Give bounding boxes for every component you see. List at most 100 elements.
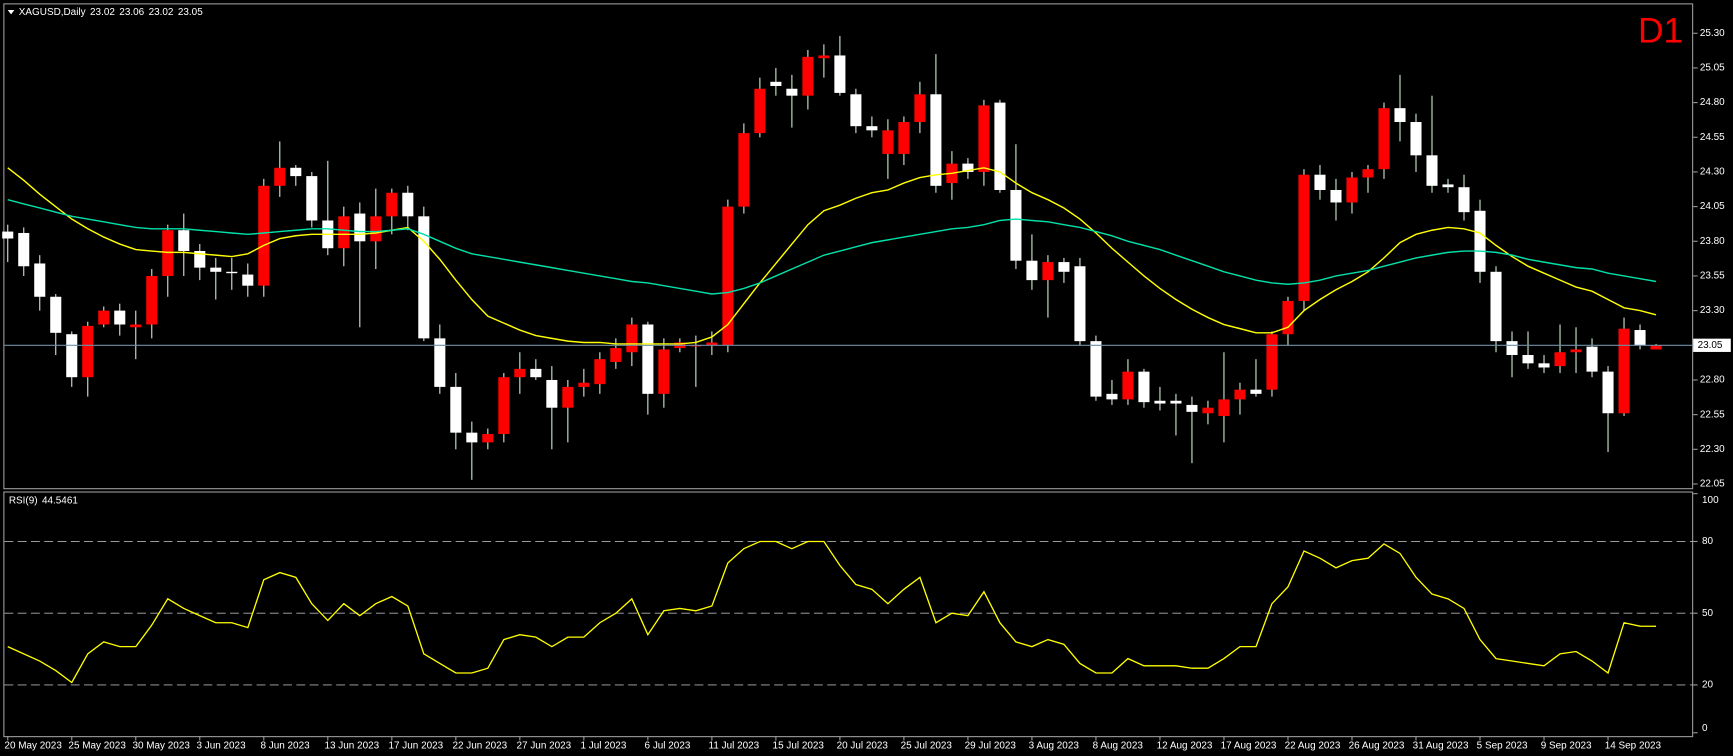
current-price-label: 23.05 [1698, 340, 1723, 351]
x-tick-label: 6 Jul 2023 [645, 741, 691, 752]
candle-body [562, 386, 574, 408]
candle-body [738, 133, 750, 207]
x-tick-label: 25 Jul 2023 [901, 741, 953, 752]
y-tick-label: 22.05 [1700, 479, 1725, 490]
candle-body [466, 432, 478, 443]
candle-body [930, 94, 942, 186]
header-high: 23.06 [119, 7, 144, 18]
candle-body [1330, 189, 1342, 203]
x-tick-label: 20 Jul 2023 [837, 741, 889, 752]
candle-body [1618, 328, 1630, 414]
y-tick-label: 22.80 [1700, 375, 1725, 386]
candle-body [498, 377, 510, 435]
candle-body [642, 324, 654, 394]
candle-body [898, 122, 910, 154]
candle-body [546, 379, 558, 408]
candle-body [850, 94, 862, 127]
candle-body [658, 349, 670, 394]
x-tick-label: 8 Jun 2023 [260, 741, 310, 752]
candle-body [114, 310, 126, 325]
x-tick-label: 12 Aug 2023 [1157, 741, 1213, 752]
candle-body [770, 81, 782, 86]
y-tick-label: 50 [1702, 608, 1714, 619]
y-tick-label: 24.05 [1700, 201, 1725, 212]
rsi-panel-frame [3, 491, 1694, 738]
y-tick-label: 100 [1702, 495, 1719, 506]
candle-body [210, 267, 222, 272]
candle-body [1506, 341, 1518, 356]
x-tick-label: 13 Jun 2023 [324, 741, 379, 752]
candle-body [1138, 371, 1150, 403]
candle-body [450, 386, 462, 433]
candle-body [226, 271, 238, 274]
rsi-label: RSI(9) [9, 495, 38, 506]
candle-body [514, 368, 526, 378]
candle-body [1170, 400, 1182, 404]
candle-body [386, 192, 398, 217]
candle-body [818, 55, 830, 59]
candle-body [754, 88, 766, 134]
candle-body [866, 126, 878, 131]
menu-arrow[interactable] [7, 9, 15, 15]
chart-header: XAGUSD,Daily 23.02 23.06 23.02 23.05 [19, 7, 203, 18]
candle-body [1042, 262, 1054, 281]
rsi-line [7, 540, 1657, 684]
candle-body [18, 232, 30, 267]
candle-body [274, 167, 286, 186]
timeframe-badge: D1 [1638, 11, 1683, 51]
x-tick-label: 31 Aug 2023 [1413, 741, 1469, 752]
candle-body [1074, 266, 1086, 342]
header-low: 23.02 [149, 7, 174, 18]
candle-body [1266, 334, 1278, 390]
candle-body [98, 310, 110, 325]
candle-body [1154, 400, 1166, 404]
y-tick-label: 80 [1702, 536, 1714, 547]
candle-body [370, 216, 382, 242]
x-tick-label: 20 May 2023 [4, 741, 62, 752]
header-close: 23.05 [178, 7, 203, 18]
candle-body [802, 56, 814, 96]
candle-body [242, 274, 254, 286]
candle-body [146, 275, 158, 325]
candle-body [1474, 210, 1486, 272]
candle-body [1522, 355, 1534, 364]
main-panel-frame [3, 3, 1694, 490]
x-tick-label: 27 Jun 2023 [517, 741, 572, 752]
candle-body [1442, 184, 1454, 188]
x-tick-label: 15 Jul 2023 [773, 741, 825, 752]
x-tick-label: 26 Aug 2023 [1349, 741, 1405, 752]
y-tick-label: 25.05 [1700, 63, 1725, 74]
y-tick-label: 23.30 [1700, 305, 1725, 316]
candle-body [34, 263, 46, 297]
candle-body [1570, 349, 1582, 353]
rsi-current: 44.5461 [42, 495, 78, 506]
candle-body [786, 88, 798, 96]
x-tick-label: 29 Jul 2023 [965, 741, 1017, 752]
y-tick-label: 25.30 [1700, 28, 1725, 39]
x-tick-label: 8 Aug 2023 [1093, 741, 1144, 752]
candle-body [962, 163, 974, 172]
candle-body [434, 338, 446, 387]
candle-body [1122, 371, 1134, 400]
x-tick-label: 17 Aug 2023 [1221, 741, 1277, 752]
x-tick-label: 3 Jun 2023 [196, 741, 246, 752]
candle-body [2, 231, 14, 239]
candle-body [130, 324, 142, 328]
candle-body [610, 348, 622, 362]
candle-body [1026, 260, 1038, 281]
y-tick-label: 24.80 [1700, 97, 1725, 108]
y-tick-label: 0 [1702, 723, 1708, 734]
candle-body [1250, 389, 1262, 394]
candle-body [1378, 108, 1390, 170]
candle-body [578, 382, 590, 387]
candle-body [1202, 407, 1214, 414]
candle-body [66, 334, 78, 378]
candle-body [1186, 404, 1198, 412]
y-tick-label: 20 [1702, 680, 1714, 691]
candle-body [482, 434, 494, 443]
candle-body [1410, 122, 1422, 156]
x-tick-label: 9 Sep 2023 [1541, 741, 1592, 752]
candle-body [1298, 174, 1310, 301]
candle-body [1554, 352, 1566, 367]
